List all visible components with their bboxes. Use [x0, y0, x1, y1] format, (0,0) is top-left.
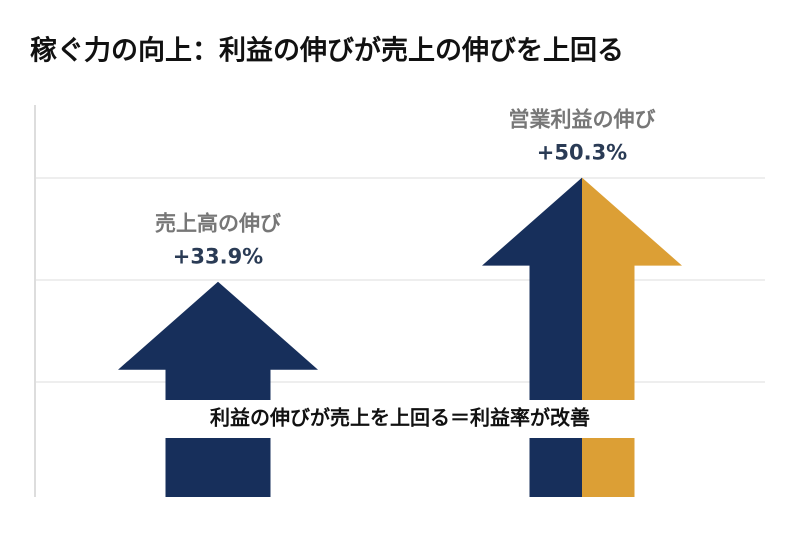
annotation: 利益の伸びが売上を上回る＝利益率が改善 — [210, 406, 590, 430]
category-label: 売上高の伸び — [155, 212, 281, 236]
arrow — [582, 177, 682, 497]
arrow — [118, 281, 318, 497]
note-background — [155, 400, 645, 438]
value-label: +50.3% — [537, 141, 627, 165]
chart-title: 稼ぐ力の向上：利益の伸びが売上の伸びを上回る — [30, 35, 624, 67]
category-label: 営業利益の伸び — [509, 108, 656, 132]
value-label: +33.9% — [173, 245, 263, 269]
arrows — [118, 177, 682, 497]
